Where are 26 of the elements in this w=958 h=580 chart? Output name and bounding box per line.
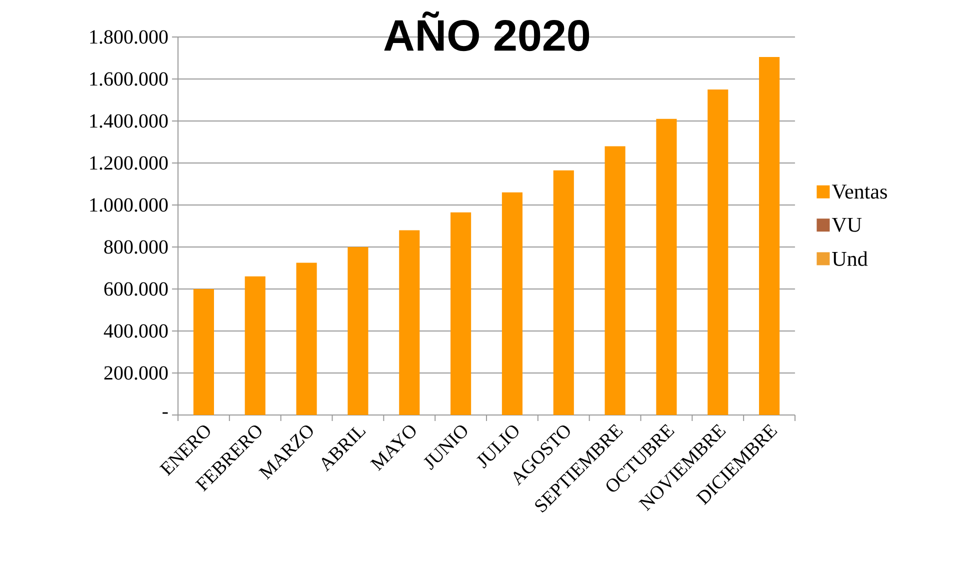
y-tick-label: 1.400.000	[90, 114, 168, 128]
bar	[604, 146, 626, 415]
bar	[553, 170, 574, 415]
bar	[450, 212, 472, 415]
y-tick-label: 1.000.000	[90, 198, 168, 212]
legend-label: VU	[832, 218, 862, 232]
y-tick-label: 1.200.000	[90, 156, 168, 170]
y-tick-label: 1.800.000	[90, 30, 168, 44]
bar	[348, 247, 368, 415]
legend-label: Und	[832, 251, 868, 266]
y-tick-label: 400.000	[104, 324, 168, 338]
y-tick-label: 200.000	[104, 366, 168, 380]
legend-label: Ventas	[832, 184, 887, 199]
bar	[244, 276, 266, 415]
bar	[399, 230, 420, 415]
bar	[502, 192, 522, 415]
y-tick-label: 800.000	[104, 240, 168, 254]
y-tick-label: 600.000	[104, 282, 168, 296]
bar	[296, 262, 317, 415]
chart-title: AÑO 2020	[384, 12, 590, 52]
bar	[656, 118, 677, 415]
bar	[193, 289, 214, 415]
bar	[759, 56, 780, 415]
bar	[708, 89, 728, 415]
y-tick-label: -	[162, 412, 168, 414]
y-tick-label: 1.600.000	[90, 72, 168, 86]
